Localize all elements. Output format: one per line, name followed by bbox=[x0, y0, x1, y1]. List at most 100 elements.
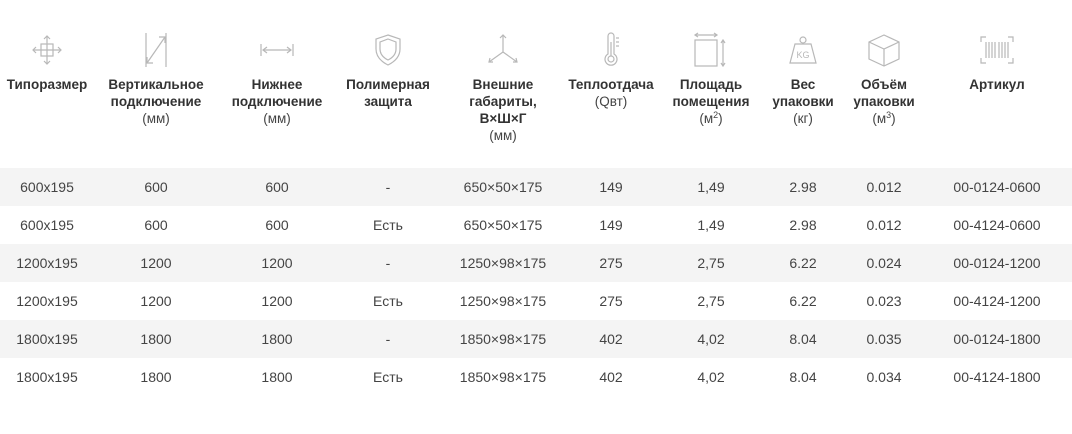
table-row: 600х195 600 600 Есть 650×50×175 149 1,49… bbox=[0, 206, 1072, 244]
cell-dims: 1250×98×175 bbox=[459, 255, 547, 271]
cell-volume: 0.034 bbox=[866, 369, 902, 385]
cell-weight: 8.04 bbox=[789, 331, 817, 347]
header-name-line: Артикул bbox=[969, 77, 1025, 92]
header-name-line: Вертикальное bbox=[108, 77, 204, 92]
cell-volume: 0.035 bbox=[866, 331, 902, 347]
area-icon bbox=[691, 30, 731, 70]
cell-vertical: 1200 bbox=[140, 255, 172, 271]
header-unit: (м3) bbox=[853, 110, 914, 127]
cell-bottom: 1800 bbox=[261, 369, 293, 385]
cell-dims: 650×50×175 bbox=[463, 217, 543, 233]
cell-sku: 00-0124-1200 bbox=[953, 255, 1041, 271]
cell-weight: 6.22 bbox=[789, 255, 817, 271]
cell-sku: 00-0124-1800 bbox=[953, 331, 1041, 347]
cell-bottom: 600 bbox=[265, 217, 289, 233]
cell-volume: 0.012 bbox=[866, 217, 902, 233]
header-vertical: Вертикальное подключение (мм) bbox=[108, 76, 203, 127]
cell-size: 1200х195 bbox=[16, 255, 78, 271]
table-body: 600х195 600 600 - 650×50×175 149 1,49 2.… bbox=[0, 168, 1072, 396]
cell-vertical: 1800 bbox=[140, 331, 172, 347]
unit-superscript: 2 bbox=[713, 110, 719, 120]
cell-coating: - bbox=[385, 331, 391, 347]
header-size: Типоразмер bbox=[7, 76, 87, 93]
cell-volume: 0.023 bbox=[866, 293, 902, 309]
icon-row: KG bbox=[0, 30, 1072, 70]
box-icon bbox=[864, 30, 904, 70]
header-name-line: Объём bbox=[860, 77, 907, 92]
header-unit: (мм) bbox=[263, 111, 291, 126]
cell-volume: 0.024 bbox=[866, 255, 902, 271]
unit-text: (м bbox=[699, 111, 714, 126]
header-unit: (мм) bbox=[489, 128, 517, 143]
header-name-line: Полимерная bbox=[346, 77, 430, 92]
cell-dims: 650×50×175 bbox=[463, 179, 543, 195]
table-header: Типоразмер Вертикальное подключение (мм)… bbox=[0, 76, 1072, 166]
header-dims: Внешние габариты, В×Ш×Г (мм) bbox=[469, 76, 536, 144]
weight-icon: KG bbox=[783, 30, 823, 70]
header-sku: Артикул bbox=[969, 76, 1024, 93]
table-row: 1800х195 1800 1800 - 1850×98×175 402 4,0… bbox=[0, 320, 1072, 358]
cell-size: 600х195 bbox=[20, 217, 74, 233]
cell-heat: 149 bbox=[599, 217, 623, 233]
cell-area: 4,02 bbox=[697, 331, 725, 347]
shield-icon bbox=[368, 30, 408, 70]
header-unit: (мм) bbox=[142, 111, 170, 126]
cell-heat: 402 bbox=[599, 369, 623, 385]
cell-bottom: 1200 bbox=[261, 293, 293, 309]
unit-text: (м bbox=[872, 111, 887, 126]
cell-size: 1200х195 bbox=[16, 293, 78, 309]
cell-bottom: 600 bbox=[265, 179, 289, 195]
header-bottom: Нижнее подключение (мм) bbox=[232, 76, 323, 127]
cross-arrows-icon bbox=[27, 30, 67, 70]
header-name-line: габариты, bbox=[469, 94, 537, 109]
header-name-line: В×Ш×Г bbox=[479, 111, 527, 126]
header-coating: Полимерная защита bbox=[346, 76, 430, 110]
unit-superscript: 3 bbox=[886, 110, 892, 120]
table-row: 1200х195 1200 1200 - 1250×98×175 275 2,7… bbox=[0, 244, 1072, 282]
header-area: Площадь помещения (м2) bbox=[673, 76, 750, 127]
cell-vertical: 600 bbox=[144, 179, 168, 195]
header-volume: Объём упаковки (м3) bbox=[853, 76, 914, 127]
cell-dims: 1850×98×175 bbox=[459, 331, 547, 347]
cell-weight: 2.98 bbox=[789, 217, 817, 233]
cell-dims: 1850×98×175 bbox=[459, 369, 547, 385]
horizontal-arrow-icon bbox=[257, 30, 297, 70]
cell-size: 1800х195 bbox=[16, 369, 78, 385]
cell-sku: 00-4124-1800 bbox=[953, 369, 1041, 385]
header-name-line: Внешние bbox=[472, 77, 534, 92]
cell-heat: 402 bbox=[599, 331, 623, 347]
cell-coating: Есть bbox=[373, 293, 403, 309]
cell-weight: 2.98 bbox=[789, 179, 817, 195]
svg-text:KG: KG bbox=[796, 50, 809, 60]
header-name-line: упаковки bbox=[772, 94, 834, 109]
header-name-line: Нижнее bbox=[251, 77, 303, 92]
vertical-arrow-icon bbox=[136, 30, 176, 70]
axes-icon bbox=[483, 30, 523, 70]
cell-area: 2,75 bbox=[697, 293, 725, 309]
header-name-line: помещения bbox=[672, 94, 750, 109]
table-row: 1800х195 1800 1800 Есть 1850×98×175 402 … bbox=[0, 358, 1072, 396]
header-unit: (кг) bbox=[793, 111, 813, 126]
table-row: 1200х195 1200 1200 Есть 1250×98×175 275 … bbox=[0, 282, 1072, 320]
header-unit: (м2) bbox=[673, 110, 750, 127]
header-name-line: защита bbox=[364, 94, 412, 109]
cell-area: 4,02 bbox=[697, 369, 725, 385]
table-row: 600х195 600 600 - 650×50×175 149 1,49 2.… bbox=[0, 168, 1072, 206]
cell-size: 1800х195 bbox=[16, 331, 78, 347]
cell-bottom: 1200 bbox=[261, 255, 293, 271]
header-name-line: Типоразмер bbox=[6, 77, 88, 92]
header-name-line: упаковки bbox=[853, 94, 915, 109]
cell-sku: 00-4124-1200 bbox=[953, 293, 1041, 309]
cell-volume: 0.012 bbox=[866, 179, 902, 195]
header-name-line: Площадь bbox=[679, 77, 743, 92]
header-name-line: подключение bbox=[110, 94, 202, 109]
barcode-icon bbox=[977, 30, 1017, 70]
cell-weight: 6.22 bbox=[789, 293, 817, 309]
cell-coating: Есть bbox=[373, 217, 403, 233]
cell-coating: - bbox=[385, 255, 391, 271]
header-heat: Теплоотдача (Qвт) bbox=[568, 76, 653, 110]
header-name-line: подключение bbox=[231, 94, 323, 109]
cell-vertical: 1800 bbox=[140, 369, 172, 385]
unit-close: ) bbox=[718, 111, 723, 126]
cell-dims: 1250×98×175 bbox=[459, 293, 547, 309]
